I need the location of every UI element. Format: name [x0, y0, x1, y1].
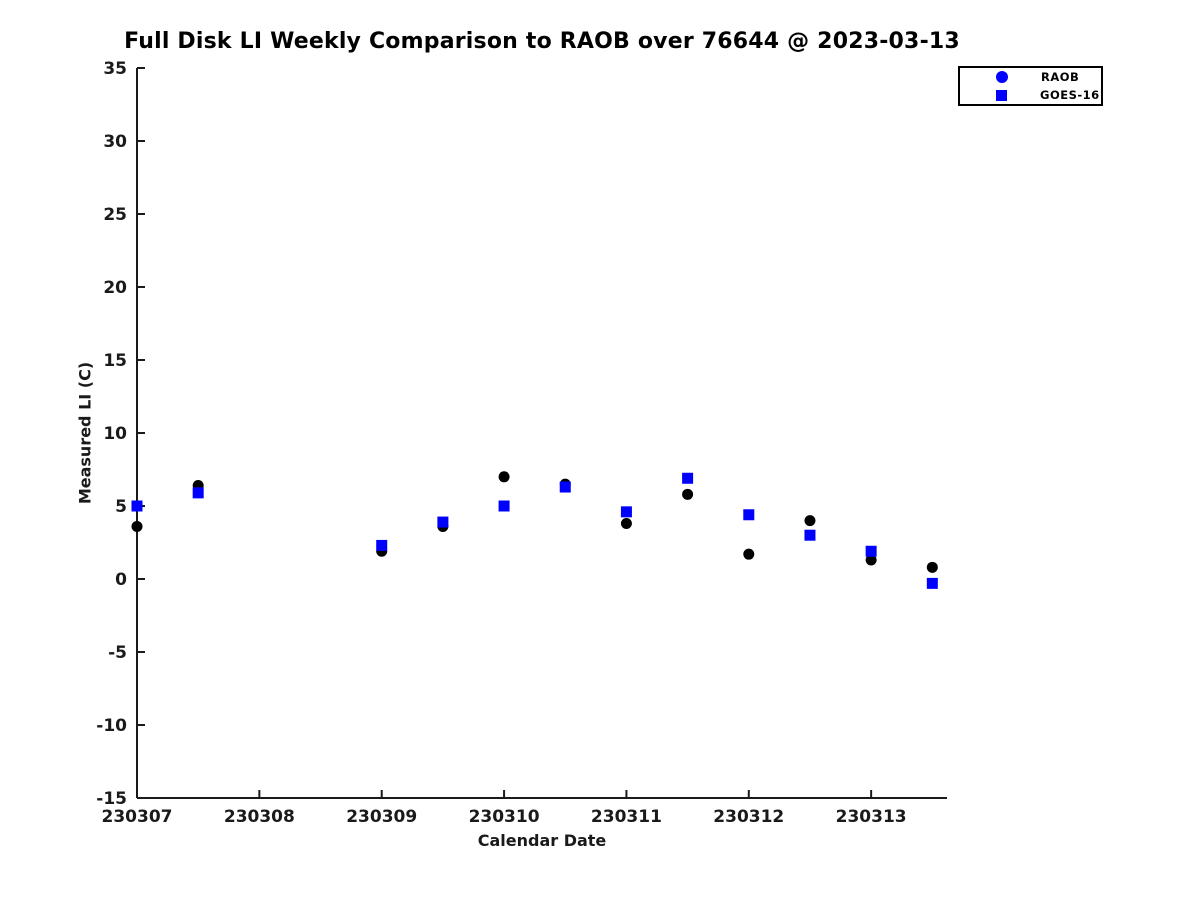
x-axis-label: Calendar Date — [477, 831, 607, 850]
axes — [136, 68, 947, 799]
goes16-square-marker-icon — [996, 89, 1007, 101]
svg-text:-5: -5 — [108, 643, 127, 663]
svg-text:230312: 230312 — [713, 807, 784, 827]
svg-text:15: 15 — [103, 351, 127, 371]
svg-text:230309: 230309 — [346, 807, 417, 827]
legend-label-raob: RAOB — [1041, 70, 1080, 84]
axis-tick-labels: -15 -10 -5 0 5 10 15 20 25 30 35 230307 230308 230309… — [96, 59, 906, 827]
raob-circle-marker-icon — [996, 71, 1008, 83]
legend-entry-raob: RAOB — [960, 69, 1101, 85]
chart-title: Full Disk LI Weekly Comparison to RAOB o… — [124, 29, 960, 54]
svg-text:20: 20 — [103, 278, 127, 298]
svg-text:0: 0 — [115, 570, 127, 590]
svg-text:230308: 230308 — [224, 807, 295, 827]
svg-text:35: 35 — [103, 59, 127, 79]
svg-text:-15: -15 — [96, 789, 127, 809]
svg-text:30: 30 — [103, 132, 127, 152]
svg-text:-10: -10 — [96, 716, 127, 736]
legend: RAOB GOES-16 — [958, 66, 1103, 106]
svg-text:230311: 230311 — [591, 807, 662, 827]
svg-text:230310: 230310 — [469, 807, 540, 827]
data-points — [131, 471, 938, 589]
svg-text:230313: 230313 — [836, 807, 907, 827]
legend-label-goes16: GOES-16 — [1040, 88, 1100, 102]
svg-text:5: 5 — [115, 497, 127, 517]
svg-text:25: 25 — [103, 205, 127, 225]
axis-ticks — [136, 67, 873, 799]
legend-entry-goes16: GOES-16 — [960, 87, 1101, 103]
svg-text:230307: 230307 — [102, 807, 173, 827]
svg-text:10: 10 — [103, 424, 127, 444]
